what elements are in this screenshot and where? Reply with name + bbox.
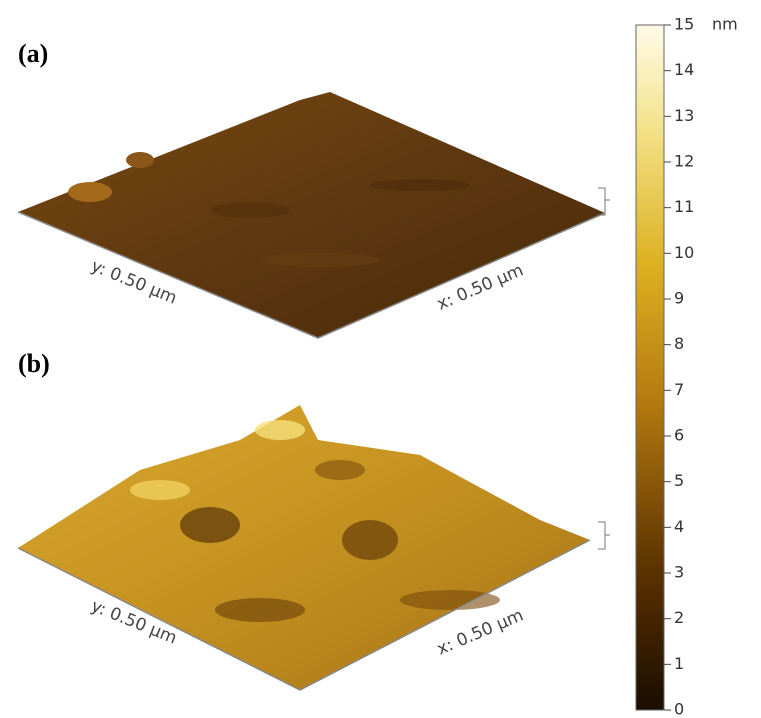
tick-label: 9 (674, 289, 684, 308)
tick-label: 15 (674, 15, 694, 34)
tick-label: 5 (674, 471, 684, 490)
surface-a (18, 92, 610, 338)
figure: (a) y: 0.50 µm x: 0.50 µm (b) y: 0.50 µm… (0, 0, 761, 718)
panel-label: (a) (18, 39, 48, 68)
tick-label: 10 (674, 243, 694, 262)
tick-label: 13 (674, 106, 694, 125)
tick-label: 11 (674, 197, 694, 216)
colorbar-unit: nm (712, 15, 738, 34)
tick-label: 3 (674, 563, 684, 582)
tick-label: 8 (674, 334, 684, 353)
panel-label: (b) (18, 349, 50, 378)
colorbar (636, 25, 664, 710)
tick-label: 6 (674, 426, 684, 445)
tick-label: 4 (674, 517, 684, 536)
tick-label: 2 (674, 608, 684, 627)
tick-label: 14 (674, 60, 694, 79)
tick-label: 12 (674, 152, 694, 171)
tick-label: 7 (674, 380, 684, 399)
surface-b (18, 405, 610, 690)
tick-label: 1 (674, 654, 684, 673)
tick-label: 0 (674, 700, 684, 718)
